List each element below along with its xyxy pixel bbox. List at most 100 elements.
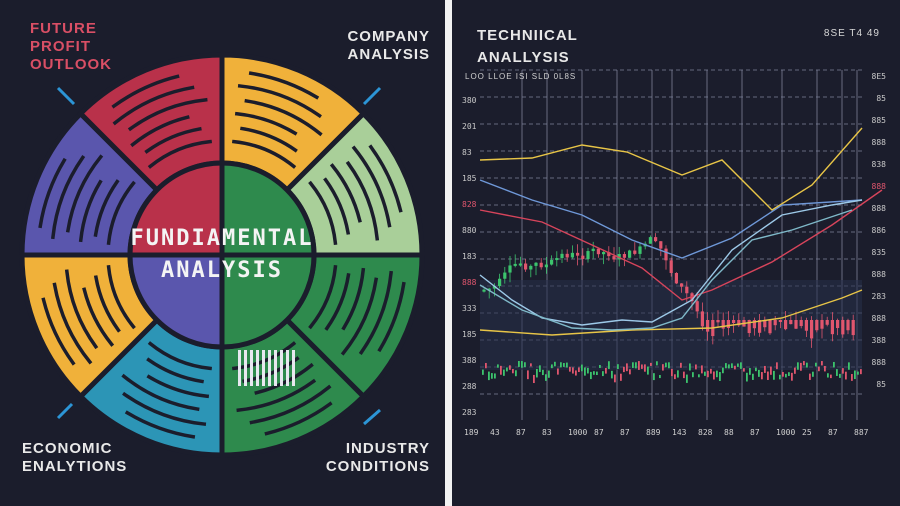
y-axis-label: 828 xyxy=(462,200,477,209)
tick-mark xyxy=(286,350,289,386)
volume-bar xyxy=(665,362,667,368)
segment-detail-line xyxy=(130,115,190,148)
candle xyxy=(648,237,652,244)
volume-bar xyxy=(548,370,550,378)
candle xyxy=(794,320,798,329)
volume-bar xyxy=(668,362,670,369)
volume-bar xyxy=(758,369,760,377)
volume-bar xyxy=(710,368,712,374)
segment-detail-line xyxy=(124,410,196,439)
volume-bar xyxy=(824,365,826,372)
segment-detail-line xyxy=(51,155,86,240)
segment-detail-line xyxy=(249,384,332,425)
volume-bar xyxy=(611,370,613,379)
y-axis-label-right: 888 xyxy=(871,314,886,323)
volume-bar xyxy=(749,368,751,375)
y-axis-label: 333 xyxy=(462,304,477,313)
x-axis-label: 87 xyxy=(620,428,630,437)
segment-detail-line xyxy=(308,180,338,246)
volume-bar xyxy=(485,362,487,369)
candle xyxy=(778,320,782,322)
candle xyxy=(487,288,491,291)
tick-mark xyxy=(274,350,277,386)
volume-bar xyxy=(620,373,622,381)
candle xyxy=(721,320,725,329)
candle xyxy=(846,320,850,331)
volume-bar xyxy=(740,362,742,369)
volume-bar xyxy=(728,364,730,369)
candle xyxy=(851,320,855,336)
indicator-line xyxy=(479,209,853,331)
volume-bar xyxy=(512,368,514,374)
volume-bar xyxy=(737,363,739,367)
volume-bar xyxy=(860,369,862,375)
candle xyxy=(576,252,580,256)
future-profit-label: FUTURE PROFIT OUTLOOK xyxy=(30,20,112,73)
x-axis-label: 889 xyxy=(646,428,661,437)
volume-bar xyxy=(503,369,505,376)
candle xyxy=(747,320,751,334)
volume-bar xyxy=(491,373,493,379)
volume-bar xyxy=(722,367,724,374)
volume-bar xyxy=(800,362,802,371)
segment-detail-line xyxy=(329,163,362,223)
volume-bar xyxy=(584,367,586,376)
candle xyxy=(768,320,772,334)
candle xyxy=(607,252,611,257)
segment-detail-line xyxy=(64,269,99,350)
x-axis-label: 87 xyxy=(516,428,526,437)
volume-bar xyxy=(812,371,814,377)
candle xyxy=(810,320,814,339)
candle xyxy=(763,320,767,328)
volume-bar xyxy=(719,372,721,381)
volume-bar xyxy=(554,361,556,367)
candle xyxy=(659,241,663,249)
volume-bar xyxy=(650,362,652,366)
y-axis-label-right: 888 xyxy=(871,182,886,191)
x-axis-label: 25 xyxy=(802,428,812,437)
fundamental-analysis-panel: FUNDIAMENTAL ANALYSIS FUTURE PROFIT OUTLO… xyxy=(0,0,445,506)
segment-detail-line xyxy=(240,126,298,153)
volume-bar xyxy=(845,371,847,380)
segment-detail-line xyxy=(236,378,317,413)
accent-line xyxy=(362,86,382,106)
center-title-line: ANALYSIS xyxy=(161,258,283,283)
y-axis-label: 185 xyxy=(462,330,477,339)
volume-bar xyxy=(731,363,733,368)
volume-bar xyxy=(593,371,595,375)
volume-bar xyxy=(791,372,793,381)
volume-bar xyxy=(482,369,484,375)
volume-bar xyxy=(725,363,727,369)
volume-bar xyxy=(788,372,790,377)
x-axis-label: 87 xyxy=(594,428,604,437)
volume-bar xyxy=(497,364,499,368)
volume-bar xyxy=(686,374,688,383)
volume-bar xyxy=(590,371,592,380)
volume-bar xyxy=(743,368,745,372)
volume-bar xyxy=(695,364,697,370)
segment-detail-line xyxy=(234,111,298,136)
volume-bar xyxy=(536,368,538,378)
volume-bar xyxy=(578,367,580,373)
volume-bar xyxy=(626,363,628,372)
segment-detail-line xyxy=(264,401,333,436)
volume-bar xyxy=(818,366,820,372)
volume-bar xyxy=(500,365,502,375)
inner-segment-3 xyxy=(127,160,225,258)
segment-detail-line xyxy=(112,85,195,126)
accent-line xyxy=(56,402,74,420)
y-axis-label: 380 xyxy=(462,96,477,105)
volume-bar xyxy=(533,374,535,384)
segment-detail-line xyxy=(351,145,392,228)
tick-mark xyxy=(268,350,271,386)
segment-detail-line xyxy=(127,97,208,132)
y-axis-label-right: 835 xyxy=(871,248,886,257)
volume-bar xyxy=(644,364,646,372)
technical-analysis-panel: TECHNIICAL ANALLYSIS 8SE T4 49 LOO LLOE … xyxy=(452,0,900,506)
candle xyxy=(534,262,538,266)
candle xyxy=(581,255,585,259)
y-axis-label: 185 xyxy=(462,174,477,183)
candlestick-chart xyxy=(479,69,883,420)
y-axis-label-right: 838 xyxy=(871,160,886,169)
segment-detail-line xyxy=(345,160,380,241)
